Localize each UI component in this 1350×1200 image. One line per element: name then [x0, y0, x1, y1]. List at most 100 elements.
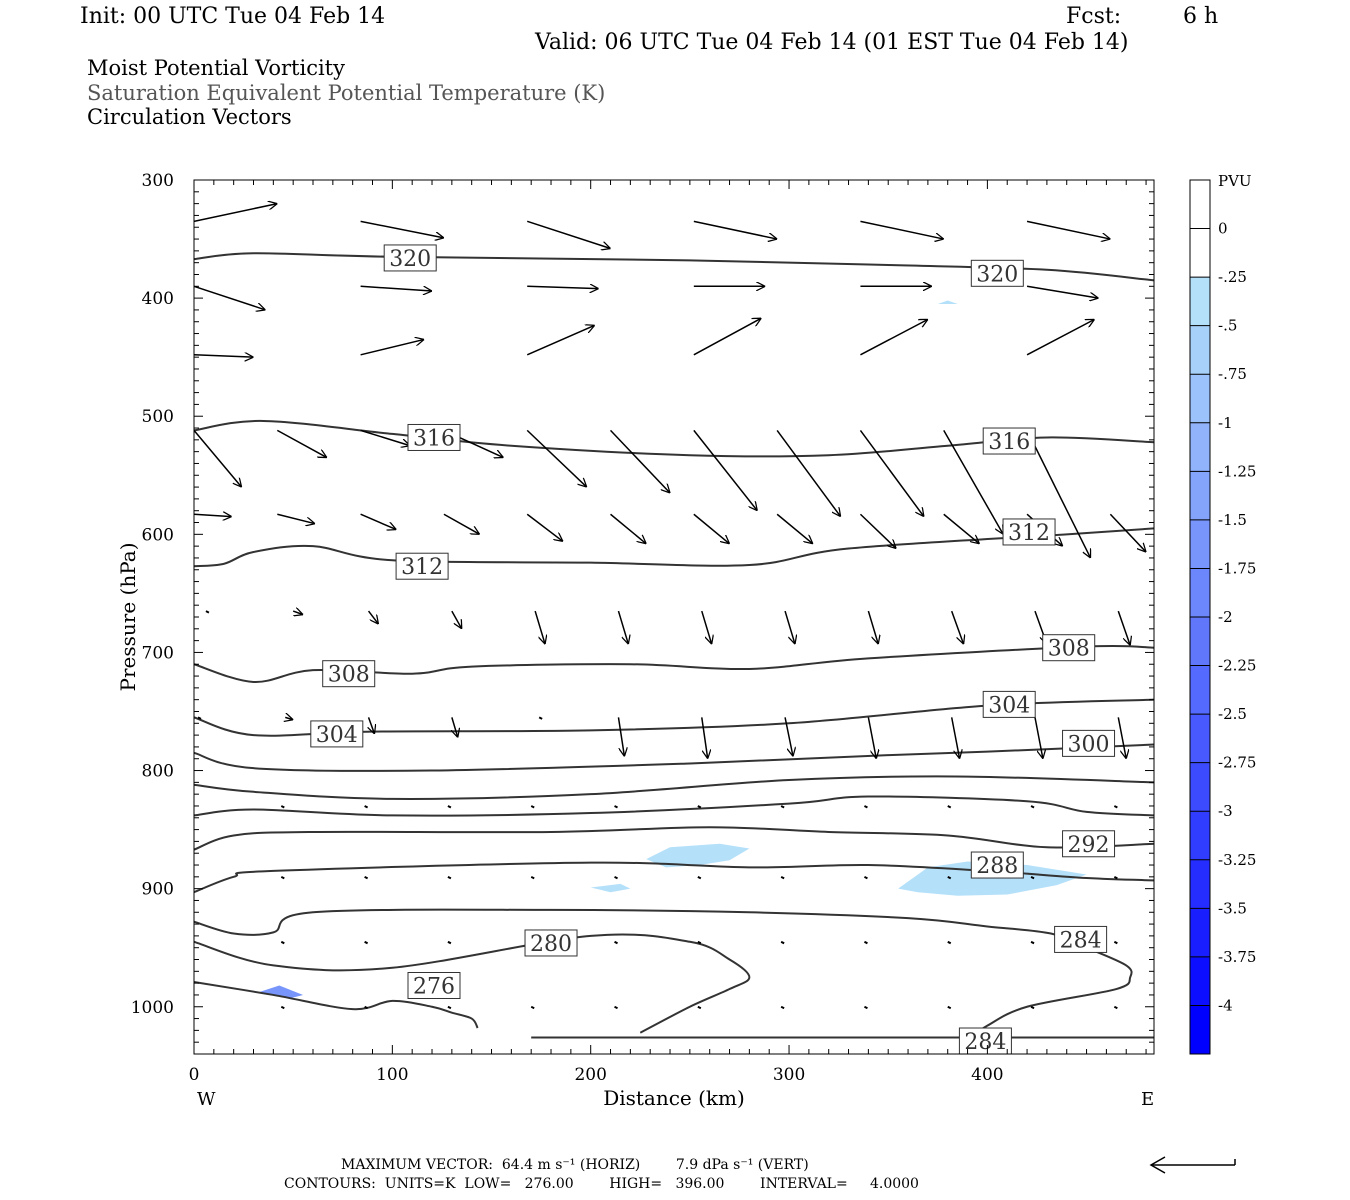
circulation-vector — [950, 610, 964, 644]
colorbar-level-label: -4 — [1218, 996, 1233, 1014]
theta-contour-line — [193, 933, 751, 1034]
circulation-vector — [860, 220, 943, 239]
contour-label: 276 — [413, 974, 455, 999]
circulation-vector — [364, 1005, 369, 1010]
circulation-vector — [693, 429, 757, 510]
pv-shaded-region — [257, 985, 304, 999]
colorbar-segment — [1190, 471, 1210, 520]
circulation-vector — [447, 1005, 452, 1010]
circulation-vector — [863, 940, 868, 945]
circulation-vector — [863, 875, 868, 880]
colorbar-segment — [1190, 422, 1210, 472]
circulation-vector — [776, 513, 813, 544]
circulation-vector — [701, 610, 712, 644]
circulation-vector — [360, 285, 432, 291]
circulation-vector — [447, 875, 452, 880]
circulation-vector — [780, 875, 785, 880]
x-tick-label: 300 — [773, 1065, 805, 1085]
theta-contour-line — [193, 743, 1155, 772]
plot-frame — [193, 179, 1155, 1055]
contour-label-box — [1062, 830, 1116, 858]
circulation-vector — [447, 805, 452, 809]
circulation-vector — [867, 610, 878, 644]
y-tick-label: 1000 — [131, 998, 174, 1018]
circulation-vector — [947, 875, 952, 880]
circulation-vector — [364, 875, 369, 880]
y-tick-label: 800 — [142, 762, 174, 782]
cross-section-chart: 320 320 316 316 312 312 308 308 304 304 300 292 288 2… — [116, 171, 1256, 1110]
circulation-vector — [205, 610, 210, 614]
init-time: Init: 00 UTC Tue 04 Feb 14 — [80, 4, 386, 29]
circulation-vector — [285, 717, 293, 719]
y-tick-label: 400 — [142, 289, 174, 309]
circulation-vector — [697, 940, 702, 945]
colorbar-level-label: -.75 — [1218, 365, 1247, 383]
circulation-vector — [863, 1005, 868, 1010]
colorbar-segment — [1190, 325, 1210, 375]
colorbar-segment — [1190, 374, 1210, 423]
pv-shaded-region — [898, 861, 1087, 896]
circulation-vector — [610, 513, 647, 544]
circulation-vector — [693, 318, 761, 356]
circulation-vector — [452, 717, 458, 737]
circulation-vector — [614, 940, 618, 945]
circulation-vector — [1109, 513, 1146, 552]
circulation-vector — [1026, 318, 1094, 356]
circulation-vector — [530, 1005, 535, 1010]
colorbar-segment — [1190, 811, 1210, 860]
pvu-colorbar: PVU 0 -.25 -.5 -.75 -1 -1.25 -1.5 -1.75 -2 -2.25 -2… — [1189, 172, 1256, 1055]
y-tick-label: 700 — [142, 643, 174, 663]
circulation-vector — [614, 875, 618, 880]
y-tick-label: 300 — [142, 171, 174, 191]
contour-label: 284 — [964, 1030, 1006, 1055]
circulation-vector — [1026, 220, 1110, 239]
colorbar-title: PVU — [1218, 172, 1252, 190]
circulation-vector — [1117, 610, 1130, 645]
circulation-vector — [617, 610, 628, 644]
colorbar-level-label: -1.25 — [1218, 462, 1256, 480]
circulation-vector — [280, 805, 285, 809]
contour-label-box — [982, 427, 1036, 455]
circulation-vector — [292, 611, 303, 615]
circulation-vector — [943, 513, 980, 544]
theta-contour-layer — [193, 252, 1155, 1041]
circulation-vector — [526, 325, 594, 356]
circulation-vector — [947, 940, 952, 945]
left-arrow-icon — [1149, 1156, 1236, 1174]
x-end-label-east: E — [1141, 1089, 1154, 1110]
circulation-vector — [614, 805, 618, 809]
circulation-vector — [280, 875, 285, 880]
colorbar-level-label: -3 — [1218, 802, 1233, 820]
circulation-vector — [950, 717, 960, 758]
circulation-vector — [193, 514, 232, 516]
contour-label: 288 — [976, 854, 1018, 879]
contour-label: 316 — [988, 430, 1030, 455]
circulation-vector — [530, 805, 535, 809]
contour-label-box — [322, 660, 376, 688]
circulation-vector — [280, 940, 285, 945]
pv-shaded-region — [646, 843, 750, 868]
y-tick-label: 600 — [142, 525, 174, 545]
title-line-theta: Saturation Equivalent Potential Temperat… — [87, 81, 606, 105]
circulation-vector — [360, 429, 411, 445]
circulation-vector — [364, 805, 369, 809]
circulation-vector — [526, 513, 563, 541]
x-tick-label: 100 — [376, 1065, 408, 1085]
forecast-label: Fcst: — [1066, 4, 1122, 29]
circulation-vector — [693, 513, 730, 544]
circulation-vector — [360, 513, 397, 529]
x-tick-label: 200 — [574, 1065, 606, 1085]
y-axis-label: Pressure (hPa) — [116, 543, 140, 692]
circulation-vector — [360, 339, 424, 356]
colorbar-segment — [1190, 762, 1210, 812]
circulation-vector — [534, 610, 545, 644]
colorbar-level-label: -3.75 — [1218, 948, 1256, 966]
circulation-vector — [1030, 1005, 1035, 1010]
circulation-vector — [530, 875, 535, 880]
contour-label-box — [407, 971, 461, 999]
contour-label-box — [1054, 925, 1108, 953]
circulation-vector — [867, 717, 876, 758]
contour-label-box — [982, 690, 1036, 718]
colorbar-level-label: -1 — [1218, 414, 1233, 432]
circulation-vector — [947, 1005, 952, 1010]
